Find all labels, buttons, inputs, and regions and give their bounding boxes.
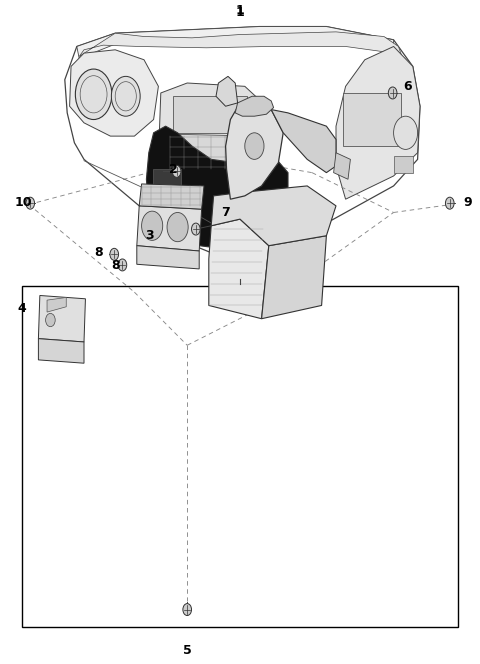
Text: 2: 2 xyxy=(169,163,178,176)
Polygon shape xyxy=(137,206,202,251)
Polygon shape xyxy=(209,219,269,319)
Bar xyxy=(22,286,458,627)
Polygon shape xyxy=(79,32,403,60)
Circle shape xyxy=(445,197,454,209)
Text: 1: 1 xyxy=(236,3,244,17)
Polygon shape xyxy=(137,246,199,269)
Bar xyxy=(173,96,247,133)
Circle shape xyxy=(245,133,264,159)
Polygon shape xyxy=(158,83,259,176)
Polygon shape xyxy=(139,184,204,209)
Text: 10: 10 xyxy=(14,196,32,209)
Bar xyxy=(343,93,401,146)
Bar xyxy=(153,197,181,217)
Polygon shape xyxy=(70,50,158,136)
Circle shape xyxy=(192,223,200,235)
Circle shape xyxy=(172,165,181,177)
Text: 1: 1 xyxy=(236,5,244,19)
Polygon shape xyxy=(226,100,283,199)
Circle shape xyxy=(118,259,127,271)
Circle shape xyxy=(142,211,163,240)
Bar xyxy=(153,169,181,193)
Text: 6: 6 xyxy=(403,80,412,93)
Polygon shape xyxy=(216,76,238,106)
Polygon shape xyxy=(271,110,336,173)
Polygon shape xyxy=(262,236,326,319)
Circle shape xyxy=(46,313,55,327)
Text: 8: 8 xyxy=(95,246,103,259)
Circle shape xyxy=(75,69,112,120)
Circle shape xyxy=(183,604,192,616)
Circle shape xyxy=(26,197,35,209)
Polygon shape xyxy=(334,153,350,179)
Text: 5: 5 xyxy=(183,644,192,657)
Polygon shape xyxy=(211,186,336,246)
Polygon shape xyxy=(336,46,420,199)
Polygon shape xyxy=(235,96,274,116)
Circle shape xyxy=(388,87,397,99)
Bar xyxy=(394,156,413,173)
Circle shape xyxy=(110,248,119,260)
Polygon shape xyxy=(166,134,257,171)
Text: 7: 7 xyxy=(221,206,229,219)
Polygon shape xyxy=(38,295,85,342)
Polygon shape xyxy=(47,297,66,312)
Circle shape xyxy=(111,76,140,116)
Polygon shape xyxy=(77,27,394,58)
Text: 3: 3 xyxy=(145,229,154,242)
Text: 4: 4 xyxy=(18,302,26,315)
Circle shape xyxy=(167,212,188,242)
Text: 9: 9 xyxy=(463,196,472,209)
Text: 8: 8 xyxy=(111,259,120,272)
Polygon shape xyxy=(38,339,84,363)
Polygon shape xyxy=(146,126,288,249)
Circle shape xyxy=(241,199,253,215)
Circle shape xyxy=(394,116,418,149)
